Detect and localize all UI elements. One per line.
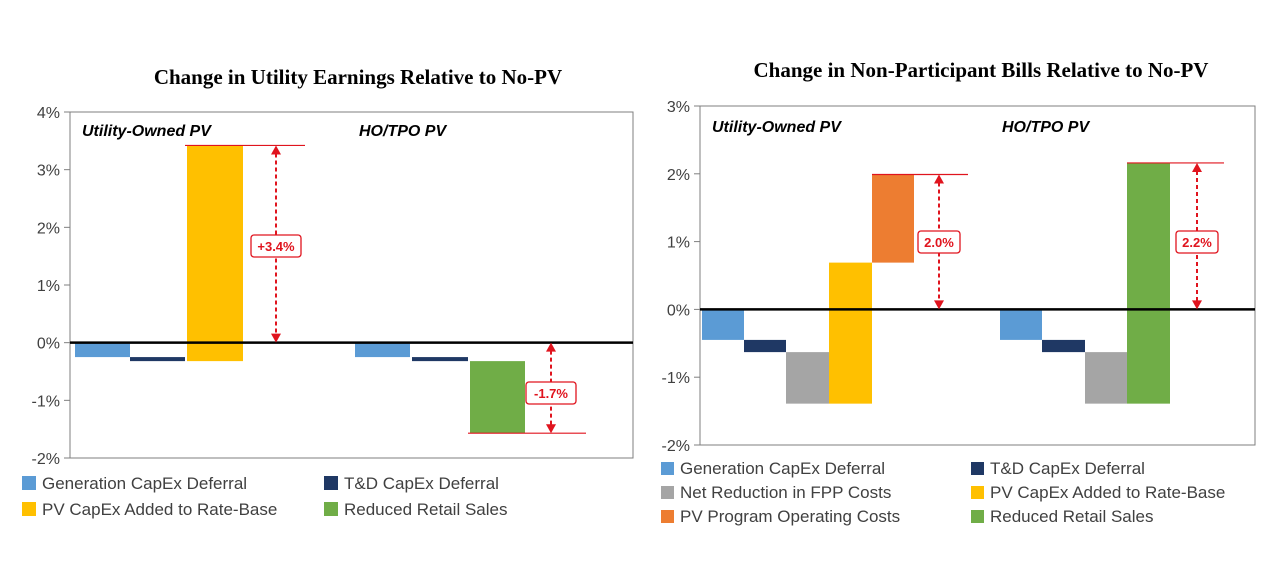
legend-label: Generation CapEx Deferral [680,459,885,478]
legend-label: Generation CapEx Deferral [42,474,247,493]
annotation-label: 2.2% [1182,235,1212,250]
chart-title: Change in Utility Earnings Relative to N… [154,65,562,89]
y-tick-label: 3% [37,163,60,180]
bar-pv-capex-added-to-rate-base [187,145,243,362]
bar-reduced-retail-sales [1127,162,1170,404]
y-tick-label: -1% [662,370,690,387]
y-tick-label: 1% [667,235,690,252]
bar-pv-program-operating-costs [872,174,914,263]
annotation-arrow-head [271,333,281,343]
legend-swatch-generation-capex-deferral [22,476,36,490]
bar-net-reduction-in-fpp-costs [786,352,829,404]
y-tick-label: 0% [37,336,60,353]
y-tick-label: -1% [32,393,60,410]
legend-swatch-reduced-retail-sales [324,502,338,516]
y-tick-label: 0% [667,302,690,319]
legend-label: PV CapEx Added to Rate-Base [42,500,277,519]
bar-generation-capex-deferral [355,342,410,358]
annotation-arrow-head [934,174,944,184]
annotation-box [250,234,302,258]
legend-label: T&D CapEx Deferral [344,474,499,493]
legend-swatch-reduced-retail-sales [971,510,984,523]
bar-net-reduction-in-fpp-costs [1085,352,1127,404]
non-participant-bills-chart: Change in Non-Participant Bills Relative… [661,58,1256,526]
y-tick-label: -2% [662,438,690,455]
annotation-arrow-head [1192,162,1202,172]
group-label-utility-owned: Utility-Owned PV [82,123,212,140]
y-tick-label: 3% [667,99,690,116]
annotation-box [917,230,961,254]
annotation-box [525,381,577,405]
legend-label: Net Reduction in FPP Costs [680,483,891,502]
y-tick-label: 1% [37,278,60,295]
legend-label: Reduced Retail Sales [990,507,1153,526]
bar-tandd-capex-deferral [412,357,468,362]
legend-swatch-pv-capex-added-to-rate-base [971,486,984,499]
legend-label: PV CapEx Added to Rate-Base [990,483,1225,502]
annotation-arrow-head [546,342,556,352]
group-label-ho-tpo: HO/TPO PV [1002,119,1090,136]
bar-generation-capex-deferral [1000,309,1042,340]
plot-area [699,105,1256,446]
legend-label: T&D CapEx Deferral [990,459,1145,478]
chart-title: Change in Non-Participant Bills Relative… [754,58,1209,82]
group-label-ho-tpo: HO/TPO PV [359,123,447,140]
annotation-arrow-head [934,300,944,310]
bar-tandd-capex-deferral [1042,339,1085,353]
bar-tandd-capex-deferral [130,357,185,362]
legend-swatch-net-reduction-in-fpp-costs [661,486,674,499]
utility-earnings-chart: Change in Utility Earnings Relative to N… [22,65,634,519]
annotation-label: 2.0% [924,235,954,250]
annotation-label: -1.7% [534,386,568,401]
annotation-label: +3.4% [257,239,295,254]
bar-reduced-retail-sales [470,361,525,434]
y-tick-label: 2% [667,167,690,184]
plot-area [69,111,634,459]
legend-label: Reduced Retail Sales [344,500,507,519]
bar-generation-capex-deferral [75,342,130,358]
legend-swatch-generation-capex-deferral [661,462,674,475]
annotation-arrow-head [1192,300,1202,310]
bar-pv-capex-added-to-rate-base [829,262,872,404]
legend-label: PV Program Operating Costs [680,507,900,526]
y-tick-label: -2% [32,451,60,468]
legend-swatch-tandd-capex-deferral [324,476,338,490]
bar-generation-capex-deferral [702,309,744,340]
bar-tandd-capex-deferral [744,339,786,353]
y-tick-label: 4% [37,105,60,122]
y-tick-label: 2% [37,220,60,237]
annotation-arrow-head [546,424,556,434]
annotation-arrow-head [271,145,281,155]
legend-swatch-tandd-capex-deferral [971,462,984,475]
annotation-box [1175,230,1219,254]
legend-swatch-pv-program-operating-costs [661,510,674,523]
group-label-utility-owned: Utility-Owned PV [712,119,842,136]
legend-swatch-pv-capex-added-to-rate-base [22,502,36,516]
